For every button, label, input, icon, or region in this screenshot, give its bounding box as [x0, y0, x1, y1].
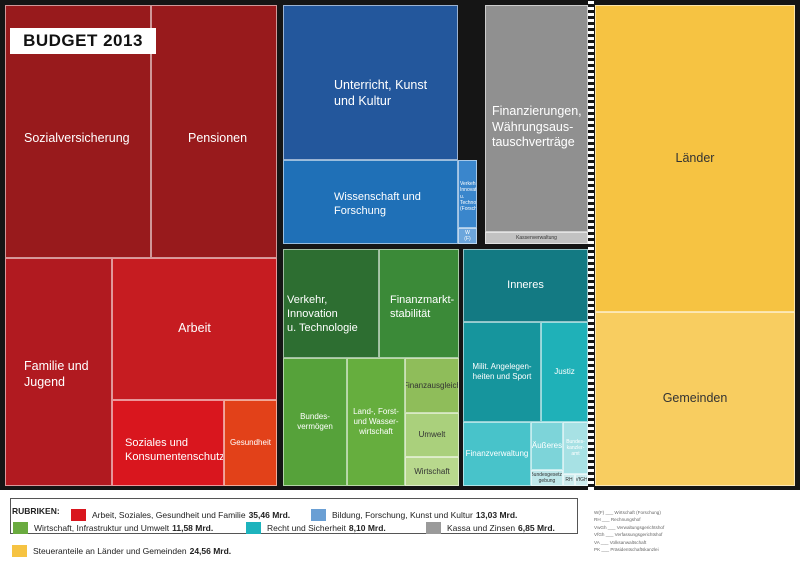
treemap-tile: Verkehr, Innovation u. Technologie	[283, 249, 379, 358]
legend-value: 24,56 Mrd.	[189, 546, 232, 556]
legend-swatch	[426, 522, 441, 534]
legend-swatch	[13, 522, 28, 534]
treemap-tile: W (F)	[458, 228, 477, 244]
tile-label: Bundes- kanzler- amt	[566, 438, 585, 458]
tile-label: Finanzierungen, Währungsaus- tauschvertr…	[492, 104, 582, 150]
treemap-tile: Bundesgesetz- gebung	[531, 470, 563, 486]
tile-label: VfGH	[575, 476, 588, 483]
treemap-tile: Länder	[595, 5, 795, 312]
treemap-tile: Soziales und Konsumentenschutz	[112, 400, 224, 486]
treemap-tile: Justiz	[541, 322, 588, 422]
tile-label: Justiz	[554, 367, 575, 376]
legend-label: Wirtschaft, Infrastruktur und Umwelt	[34, 523, 170, 533]
legend-label: Steueranteile an Länder und Gemeinden	[33, 546, 187, 556]
tile-label: Soziales und Konsumentenschutz	[125, 437, 224, 463]
tile-label: Umwelt	[418, 430, 446, 439]
tile-label: Bundesgesetz- gebung	[531, 471, 563, 484]
tile-label: Unterricht, Kunst und Kultur	[334, 78, 428, 108]
tile-label: Pensionen	[188, 131, 248, 145]
tile-label: Finanzausgleich	[405, 380, 459, 390]
treemap-tile: Gesundheit	[224, 400, 277, 486]
treemap-tile: Wirtschaft	[405, 457, 459, 486]
tile-label: RH	[565, 476, 573, 483]
legend-value: 11,58 Mrd.	[172, 523, 214, 533]
tile-label: Land-, Forst- und Wasser- wirtschaft	[353, 407, 399, 436]
treemap-tile: Äußeres	[531, 422, 563, 470]
abbreviation-list: W(F) ___ Wirtschaft (Forschung) RH ___ Re…	[594, 509, 664, 553]
legend-label: Arbeit, Soziales, Gesundheit und Familie	[92, 510, 246, 520]
legend-item: Kassa und Zinsen 6,85 Mrd.	[426, 522, 555, 534]
treemap-tile: Familie und Jugend	[5, 258, 112, 486]
tile-label: Äußeres	[531, 441, 563, 450]
legend-item: Recht und Sicherheit 8,10 Mrd.	[246, 522, 386, 534]
treemap-tile: Kassenverwaltung	[485, 232, 588, 244]
treemap-tile: Bundes- kanzler- amt	[563, 422, 588, 474]
tile-label: Finanzverwaltung	[465, 449, 529, 458]
treemap-frame: Sozialversicherung Pensionen Familie und J…	[0, 0, 800, 490]
abbreviation-entry: VfGh ___ Verfassungsgerichtshof	[594, 532, 663, 538]
treemap-tile: Bundes- vermögen	[283, 358, 347, 486]
legend-swatch	[12, 545, 27, 557]
legend-swatch	[71, 509, 86, 521]
treemap-tile: Finanzmarkt- stabilität	[379, 249, 459, 358]
treemap-tile: Arbeit	[112, 258, 277, 400]
abbreviation-entry: W(F) ___ Wirtschaft (Forschung)	[594, 510, 661, 515]
legend-heading: RUBRIKEN:	[12, 506, 60, 516]
treemap-tile: Unterricht, Kunst und Kultur	[283, 5, 458, 160]
treemap-tile: Gemeinden	[595, 312, 795, 486]
chart-title: BUDGET 2013	[10, 28, 156, 54]
abbreviation-entry: VwGh ___ Verwaltungsgerichtshof	[594, 524, 665, 530]
tile-label: Inneres	[507, 278, 544, 291]
tile-label: Gesundheit	[230, 438, 271, 447]
treemap-tile: Umwelt	[405, 413, 459, 457]
tile-label: Finanzmarkt- stabilität	[390, 294, 455, 320]
treemap-tile: VfGH	[575, 474, 588, 486]
tile-label: W (F)	[464, 229, 471, 242]
legend-item: Bildung, Forschung, Kunst und Kultur 13,0…	[311, 509, 517, 521]
legend-item: Steueranteile an Länder und Gemeinden 24,…	[12, 545, 231, 557]
legend-value: 6,85 Mrd.	[518, 523, 555, 533]
tile-label: Milit. Angelegen- heiten und Sport	[472, 362, 532, 381]
legend-label: Bildung, Forschung, Kunst und Kultur	[332, 510, 473, 520]
legend-value: 13,03 Mrd.	[475, 510, 518, 520]
tile-label: Sozialversicherung	[24, 131, 130, 145]
legend: Arbeit, Soziales, Gesundheit und Familie…	[10, 498, 578, 534]
tile-label: Länder	[675, 150, 715, 165]
treemap-tile: Verkehr, Innovation u. Technologie (Fors…	[458, 160, 477, 228]
abbreviation-entry: VA ___ Volksanwaltschaft	[594, 539, 647, 545]
treemap-tile: RH	[563, 474, 575, 486]
tile-label: Wirtschaft	[414, 466, 450, 476]
treemap-tile: Milit. Angelegen- heiten und Sport	[463, 322, 541, 422]
treemap-tile: Land-, Forst- und Wasser- wirtschaft	[347, 358, 405, 486]
legend-label: Recht und Sicherheit	[267, 523, 346, 533]
abbreviation-entry: RH ___ Rechnungshof	[594, 517, 641, 523]
divider	[588, 0, 594, 490]
legend-value: 8,10 Mrd.	[348, 523, 386, 533]
tile-label: Kassenverwaltung	[516, 234, 557, 241]
legend-swatch	[311, 509, 326, 521]
tile-label: Wissenschaft und Forschung	[334, 191, 421, 217]
treemap-tile: Wissenschaft und Forschung	[283, 160, 458, 244]
abbreviation-entry: PK ___ Präsidentschaftskanzlei	[594, 547, 659, 553]
legend-swatch	[246, 522, 261, 534]
tile-label: Bundes- vermögen	[297, 412, 333, 431]
legend-value: 35,46 Mrd.	[248, 510, 291, 520]
tile-label: Gemeinden	[662, 391, 728, 406]
legend-item: Wirtschaft, Infrastruktur und Umwelt 11,5…	[13, 522, 213, 534]
treemap-tile: Finanzierungen, Währungsaus- tauschvertr…	[485, 5, 588, 232]
treemap-tile: Finanzausgleich	[405, 358, 459, 413]
tile-label: Familie und Jugend	[24, 359, 89, 389]
legend-item: Arbeit, Soziales, Gesundheit und Familie…	[71, 509, 290, 521]
tile-label: Arbeit	[178, 321, 211, 336]
treemap-tile: Inneres	[463, 249, 588, 322]
treemap-tile: Finanzverwaltung	[463, 422, 531, 486]
legend-label: Kassa und Zinsen	[447, 523, 516, 533]
tile-label: Verkehr, Innovation u. Technologie (Fors…	[460, 181, 477, 212]
treemap-tile: Pensionen	[151, 5, 277, 258]
tile-label: Verkehr, Innovation u. Technologie	[287, 294, 358, 334]
